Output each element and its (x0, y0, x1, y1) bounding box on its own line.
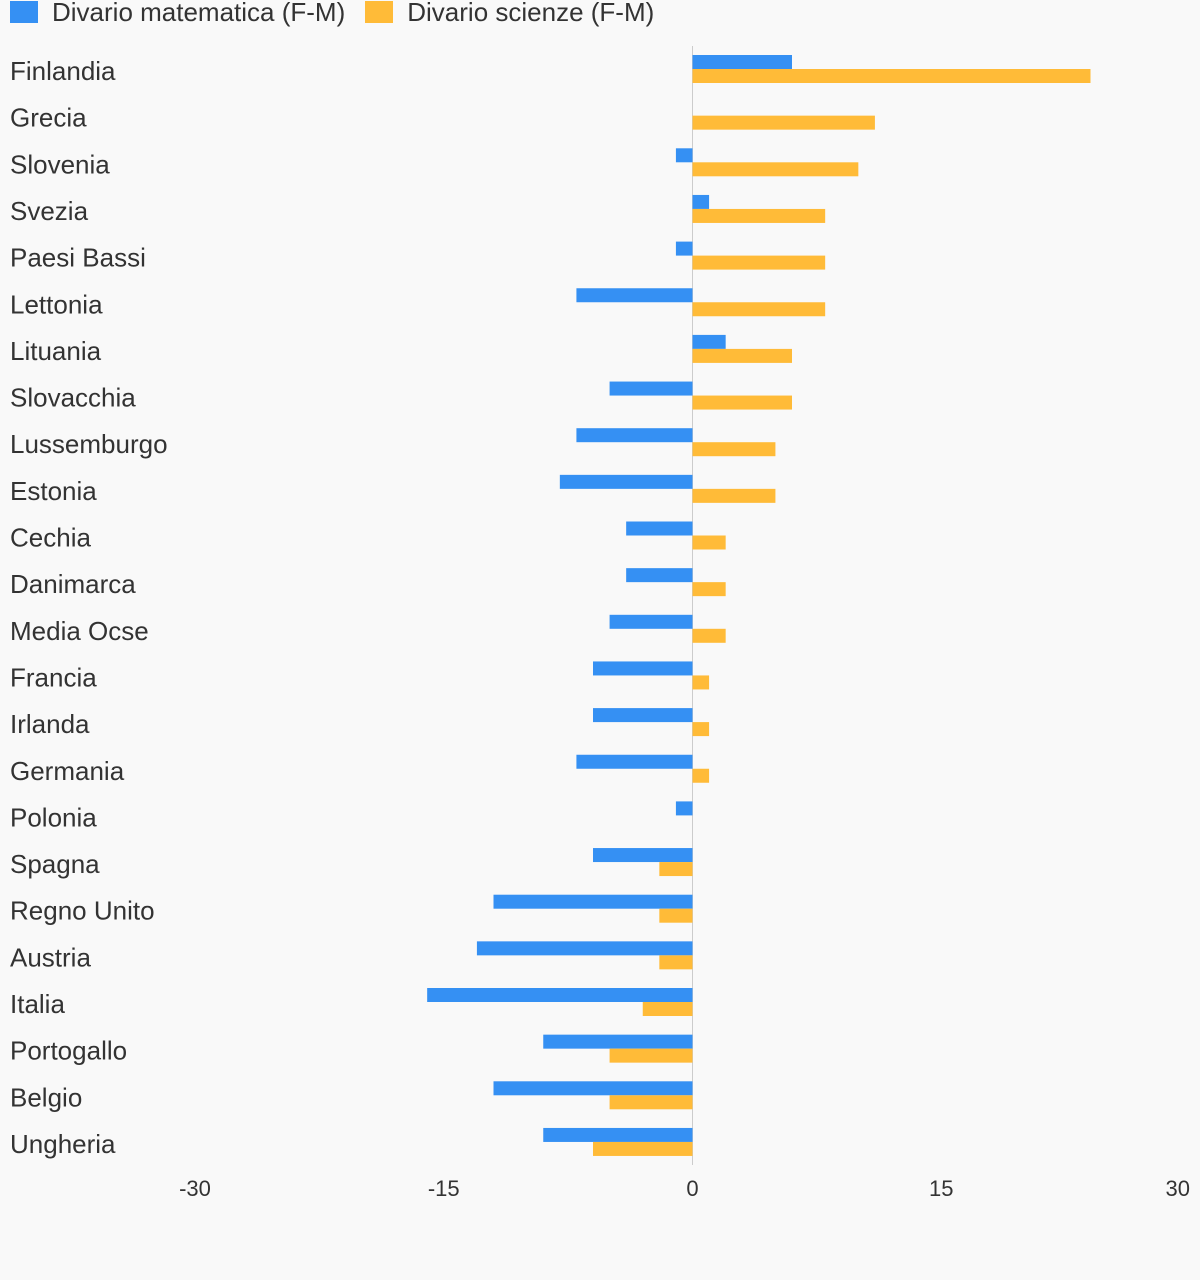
category-label: Grecia (10, 103, 87, 133)
bar-science[interactable] (692, 395, 793, 410)
category-label: Lussemburgo (10, 429, 168, 459)
bar-science[interactable] (692, 348, 793, 363)
category-label: Paesi Bassi (10, 243, 146, 273)
category-label: Belgio (10, 1082, 82, 1112)
legend-label-science: Divario scienze (F-M) (407, 0, 655, 27)
bar-science[interactable] (692, 255, 826, 270)
bar-math[interactable] (576, 288, 693, 303)
x-tick-label: -30 (179, 1176, 211, 1201)
bar-math[interactable] (626, 521, 693, 536)
x-tick-label: 0 (686, 1176, 698, 1201)
category-label: Spagna (10, 849, 100, 879)
bar-math[interactable] (692, 194, 710, 209)
bar-math[interactable] (675, 801, 693, 816)
bar-math[interactable] (543, 1127, 693, 1142)
bar-science[interactable] (692, 162, 859, 177)
bar-science[interactable] (692, 722, 710, 737)
bar-science[interactable] (692, 768, 710, 783)
bar-math[interactable] (609, 614, 693, 629)
category-label: Estonia (10, 476, 97, 506)
category-label: Austria (10, 942, 91, 972)
legend-swatch-math (10, 1, 38, 23)
bar-math[interactable] (609, 381, 693, 396)
bar-science[interactable] (659, 908, 693, 923)
category-label: Finlandia (10, 56, 116, 86)
category-label: Francia (10, 662, 97, 692)
category-label: Media Ocse (10, 616, 149, 646)
legend-item-math[interactable]: Divario matematica (F-M) (10, 0, 345, 28)
bar-math[interactable] (493, 1081, 693, 1096)
x-tick-label: 15 (929, 1176, 953, 1201)
category-label: Irlanda (10, 709, 90, 739)
x-tick-label: 30 (1166, 1176, 1190, 1201)
category-label: Lituania (10, 336, 102, 366)
category-label: Polonia (10, 802, 97, 832)
bar-science[interactable] (609, 1095, 693, 1110)
bar-science[interactable] (692, 115, 875, 130)
bar-science[interactable] (692, 628, 726, 643)
legend-label-math: Divario matematica (F-M) (52, 0, 346, 27)
bar-math[interactable] (493, 894, 693, 909)
category-label: Danimarca (10, 569, 136, 599)
bar-math[interactable] (427, 988, 693, 1002)
chart-legend: Divario matematica (F-M) Divario scienze… (10, 0, 674, 28)
category-label: Regno Unito (10, 896, 155, 926)
bar-science[interactable] (692, 488, 776, 503)
category-label: Slovacchia (10, 383, 136, 413)
bar-science[interactable] (692, 535, 726, 550)
category-label: Lettonia (10, 289, 103, 319)
bar-math[interactable] (675, 241, 693, 256)
bar-math[interactable] (543, 1034, 693, 1049)
category-label: Ungheria (10, 1129, 116, 1159)
category-label: Italia (10, 989, 65, 1019)
bar-math[interactable] (626, 568, 693, 583)
category-label: Germania (10, 756, 125, 786)
bar-math[interactable] (675, 148, 693, 163)
bar-science[interactable] (692, 69, 1091, 83)
bar-math[interactable] (476, 941, 693, 956)
bar-math[interactable] (593, 708, 693, 723)
bar-math[interactable] (576, 428, 693, 443)
bar-science[interactable] (692, 582, 726, 597)
bar-science[interactable] (692, 208, 826, 223)
category-label: Portogallo (10, 1036, 127, 1066)
bar-science[interactable] (593, 1141, 693, 1156)
bar-science[interactable] (642, 1002, 693, 1016)
bar-math[interactable] (593, 848, 693, 863)
x-tick-label: -15 (428, 1176, 460, 1201)
bar-math[interactable] (593, 661, 693, 676)
bar-science[interactable] (659, 862, 693, 877)
category-label: Slovenia (10, 149, 110, 179)
category-label: Cechia (10, 523, 91, 553)
bar-math[interactable] (692, 55, 793, 69)
bar-science[interactable] (659, 955, 693, 970)
bar-math[interactable] (559, 474, 693, 489)
legend-item-science[interactable]: Divario scienze (F-M) (365, 0, 654, 28)
bar-science[interactable] (692, 302, 826, 317)
category-label: Svezia (10, 196, 89, 226)
bar-science[interactable] (692, 675, 710, 690)
legend-swatch-science (365, 1, 394, 23)
bar-math[interactable] (576, 754, 693, 769)
bar-science[interactable] (609, 1048, 693, 1063)
bar-math[interactable] (692, 334, 726, 349)
bar-science[interactable] (692, 442, 776, 457)
